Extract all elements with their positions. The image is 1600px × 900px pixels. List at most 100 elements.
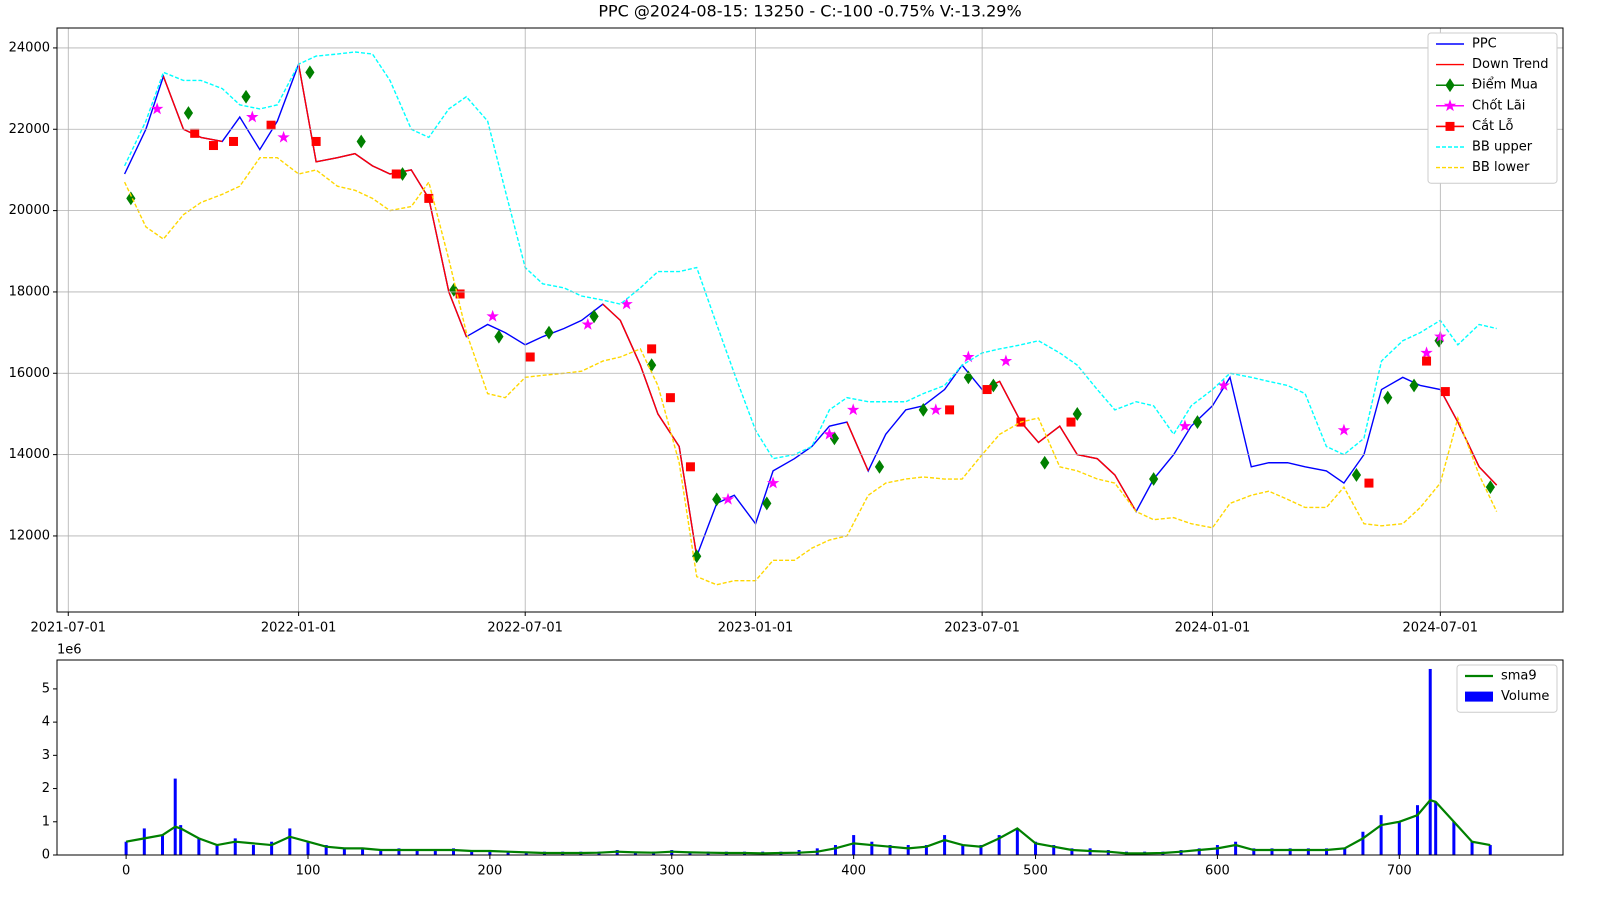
marker — [1337, 423, 1351, 436]
bar — [1270, 848, 1274, 855]
bar — [961, 845, 965, 855]
axes-frame — [56, 27, 1564, 613]
marker — [1440, 387, 1450, 397]
bar — [1470, 841, 1474, 855]
bar — [160, 835, 164, 855]
marker — [766, 476, 780, 489]
marker — [874, 459, 885, 474]
marker — [229, 136, 239, 146]
marker — [494, 329, 504, 344]
series-line — [123, 61, 1498, 559]
legend-label: Điểm Mua — [1472, 78, 1538, 93]
bar — [488, 850, 492, 855]
legend-label: Down Trend — [1472, 57, 1549, 72]
marker — [183, 106, 194, 120]
bar — [397, 848, 401, 855]
marker — [581, 317, 594, 330]
marker — [712, 492, 722, 507]
bar — [124, 841, 128, 855]
legend-label: sma9 — [1501, 669, 1537, 684]
x-tick-label: 400 — [841, 864, 866, 879]
marker — [620, 297, 633, 310]
legend-label: BB lower — [1472, 160, 1530, 175]
x-tick-label: 2024-07-01 — [1403, 621, 1479, 636]
marker — [455, 289, 465, 299]
marker — [190, 128, 200, 138]
legend-swatch — [1465, 691, 1493, 702]
plot-area — [124, 668, 1492, 855]
y-tick-label: 3 — [42, 748, 50, 763]
marker — [963, 370, 973, 385]
legend-label: Cắt Lỗ — [1472, 119, 1514, 134]
y-tick-label: 5 — [42, 681, 50, 696]
marker — [486, 309, 499, 322]
marker — [1072, 407, 1082, 421]
bar — [1325, 848, 1329, 855]
x-tick-label: 2023-07-01 — [944, 621, 1020, 636]
marker — [999, 354, 1013, 367]
bar — [852, 835, 856, 855]
x-tick-label: 600 — [1205, 864, 1230, 879]
bar — [361, 848, 365, 855]
x-tick-label: 2022-07-01 — [487, 621, 563, 636]
marker — [962, 350, 975, 363]
x-tick-label: 700 — [1387, 864, 1412, 879]
marker — [208, 141, 218, 151]
y-tick-label: 0 — [42, 848, 50, 863]
x-tick-label: 500 — [1023, 864, 1048, 879]
bar — [1070, 848, 1074, 855]
bar — [1434, 801, 1438, 855]
marker — [544, 325, 554, 340]
legend-label: Volume — [1501, 689, 1549, 704]
bar — [924, 845, 928, 855]
series-line — [123, 157, 1498, 586]
bar — [415, 850, 419, 855]
y-tick-label: 2 — [42, 781, 50, 796]
y-tick-label: 18000 — [9, 284, 50, 299]
bar — [979, 845, 983, 855]
plot-area — [123, 51, 1498, 586]
bar — [1379, 815, 1383, 855]
legend-label: BB upper — [1472, 140, 1533, 155]
marker — [356, 134, 366, 149]
marker — [150, 102, 164, 115]
bar — [142, 828, 146, 855]
x-tick-label: 100 — [296, 864, 321, 879]
marker — [1040, 455, 1050, 470]
bar — [1288, 848, 1292, 855]
bar — [1034, 841, 1038, 855]
x-tick-label: 0 — [122, 864, 130, 879]
bar — [306, 841, 310, 855]
y-tick-label: 4 — [42, 715, 50, 730]
bar — [233, 838, 237, 855]
series-line — [123, 51, 1497, 460]
marker — [277, 130, 290, 143]
bar — [997, 835, 1001, 855]
marker — [589, 309, 599, 324]
x-tick-label: 2023-01-01 — [718, 621, 794, 636]
series-line — [125, 798, 1491, 855]
bar — [251, 845, 255, 855]
bar — [379, 850, 383, 855]
y-tick-label: 20000 — [9, 203, 50, 218]
marker — [685, 462, 695, 472]
marker — [1485, 480, 1495, 495]
marker — [647, 344, 657, 354]
bar — [197, 838, 201, 855]
bar — [1052, 845, 1056, 855]
bar — [270, 841, 274, 855]
bar — [1488, 845, 1492, 855]
marker — [311, 136, 321, 146]
marker — [241, 89, 251, 104]
bar — [1306, 848, 1310, 855]
bar — [1361, 831, 1365, 855]
bar — [324, 845, 328, 855]
marker — [305, 65, 315, 80]
bar — [1343, 848, 1347, 855]
marker — [1149, 472, 1159, 486]
marker — [1178, 419, 1192, 432]
marker — [1420, 346, 1433, 359]
marker — [721, 492, 735, 505]
legend-label: Chốt Lãi — [1472, 98, 1525, 113]
marker — [929, 403, 943, 416]
